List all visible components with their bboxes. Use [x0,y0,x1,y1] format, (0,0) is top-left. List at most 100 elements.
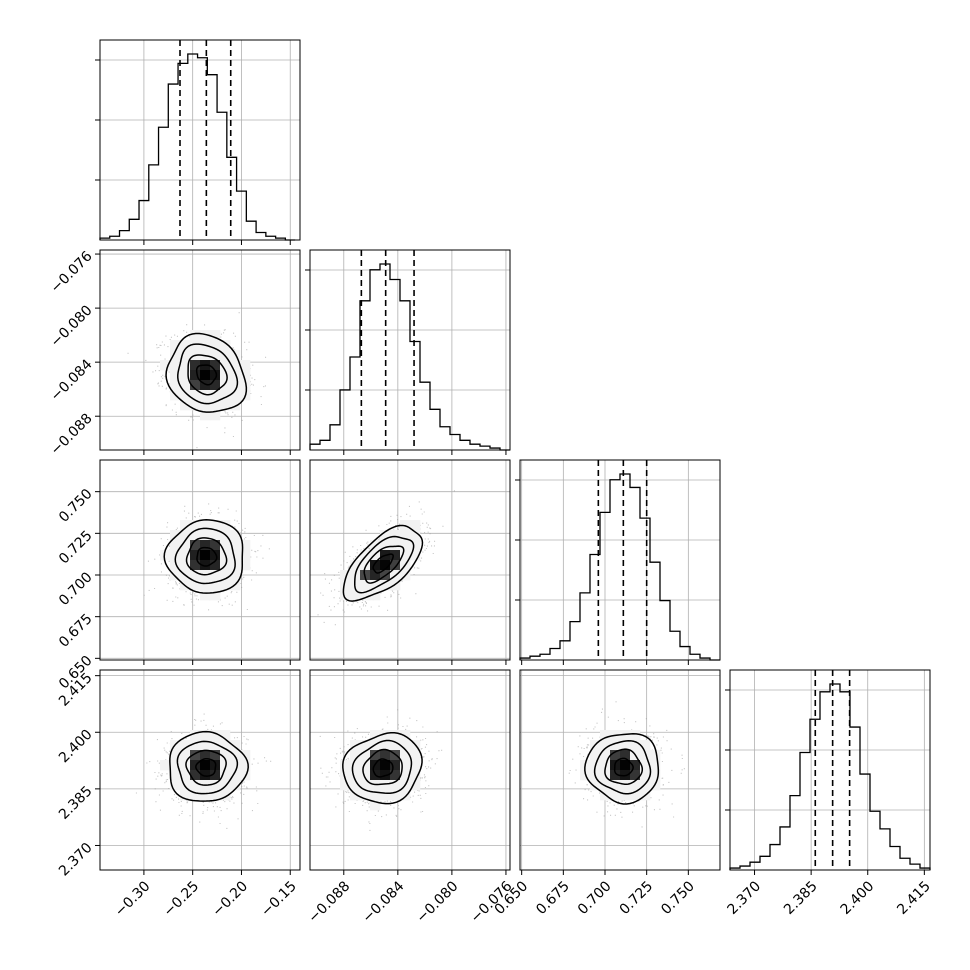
contour-level-1 [363,545,405,584]
density-cell [360,760,371,771]
density-cell [360,580,371,591]
density-cell [380,780,391,791]
panel-frame [309,249,511,451]
density-cell [230,400,241,411]
x-tick-label: −0.15 [258,878,300,920]
density-cell [180,550,191,561]
density-cell [220,570,231,581]
density-cell [190,530,201,541]
density-cell [350,760,361,771]
density-cell [180,340,191,351]
density-cell [210,370,221,381]
density-cell [630,770,641,781]
density-cell [170,350,181,361]
density-cell [220,790,231,801]
density-cell [180,540,191,551]
density-cell [390,530,401,541]
density-cell [380,530,391,541]
hist-panel-3 [725,669,931,875]
density-cell [190,370,201,381]
density-cell [160,360,171,371]
density-cell [220,520,231,531]
hist-panel-2 [515,459,721,665]
density-panel-1-3 [309,669,511,875]
density-cell [200,580,211,591]
density-cell [180,390,191,401]
density-cell [220,780,231,791]
density-panel-0-3 [95,669,301,875]
density-cell [240,750,251,761]
density-cell [200,540,211,551]
histogram-step-line [729,683,931,870]
contour-level-1 [604,748,644,785]
y-tick-label: 0.675 [56,611,96,651]
density-cell [400,530,411,541]
density-cell [390,540,401,551]
density-cell [220,750,231,761]
density-cell [650,750,661,761]
y-tick-label: 0.700 [56,569,96,609]
density-cell [180,380,191,391]
density-cell [230,360,241,371]
contour-level-3 [165,332,248,413]
density-cell [220,770,231,781]
density-cell [170,750,181,761]
density-cell [350,780,361,791]
contour-level-2 [353,535,415,594]
density-cell [610,790,621,801]
density-cell [220,730,231,741]
density-cell [230,750,241,761]
contour-level-0 [372,758,394,778]
density-cell [410,550,421,561]
density-cell [180,750,191,761]
density-cell [630,740,641,751]
density-cell [410,520,421,531]
density-cell [400,730,411,741]
density-cell [410,750,421,761]
density-cell [170,760,181,771]
density-cell [210,790,221,801]
contour-level-0 [195,757,217,777]
density-cell [190,730,201,741]
panel-frame [729,669,931,871]
density-cell [170,550,181,561]
x-tick-label: 2.400 [838,878,878,918]
contour-level-3 [342,731,423,805]
density-cell [190,550,201,561]
contour-level-1 [187,354,228,396]
density-cell [640,750,651,761]
density-cell [350,770,361,781]
density-cell [190,520,201,531]
x-tick-label: 0.725 [617,878,657,918]
density-cell [210,400,221,411]
density-cell [220,390,231,401]
density-cell [600,750,611,761]
density-cell [190,780,201,791]
x-tick-label: 0.700 [575,878,615,918]
density-cell [210,390,221,401]
density-cell [190,400,201,411]
density-cell [170,380,181,391]
density-cell [340,770,351,781]
y-tick-label: 2.400 [56,727,96,767]
density-cell [340,780,351,791]
density-cell [230,780,241,791]
contour-level-1 [362,748,403,786]
density-cell [650,770,661,781]
density-cell [360,550,371,561]
density-cell [180,360,191,371]
panel-frame [99,459,301,661]
x-tick-label: −0.20 [209,878,251,920]
density-cell [180,520,191,531]
density-cell [380,560,391,571]
density-cell [360,750,371,761]
density-cell [350,590,361,601]
density-cell [200,750,211,761]
contour-level-3 [584,733,660,805]
density-cell [210,750,221,761]
density-cell [390,730,401,741]
density-cell [160,760,171,771]
density-cell [240,760,251,771]
density-cell [630,760,641,771]
